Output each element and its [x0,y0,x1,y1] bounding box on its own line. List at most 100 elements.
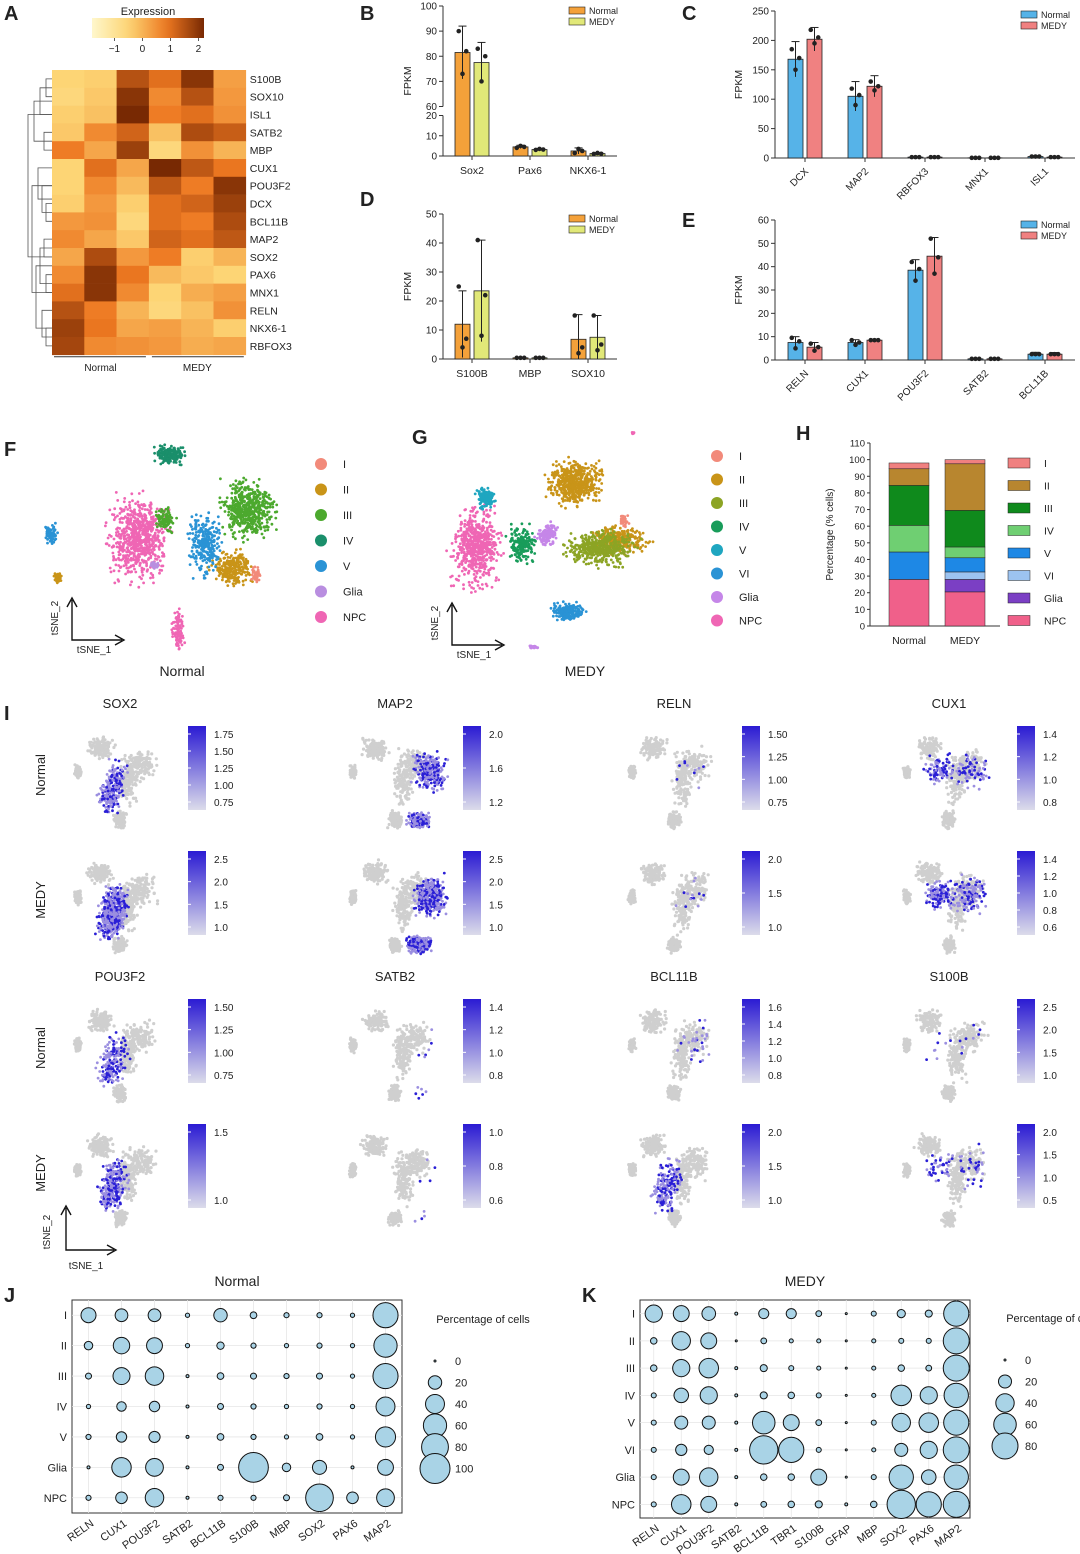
data-point [992,155,997,161]
tsne-legend-label: Glia [343,587,363,599]
tsne-point-npc [124,505,128,509]
heatmap-cell [52,265,85,284]
tsne-point-i [256,568,260,572]
tsne-point-i [253,565,257,569]
tsne-point-npc [110,545,114,549]
tsne-point-iii [231,504,235,507]
tsne-point-npc [459,528,463,532]
data-point [1033,154,1038,159]
bar [866,85,883,159]
data-point [872,88,877,93]
tsne-point-npc [489,550,493,554]
tsne-point-iii [588,556,592,560]
tsne-point-npc [454,577,458,581]
tsne-point-v [211,521,215,525]
tsne-point-npc [487,573,491,577]
tsne-point-iii [247,503,251,507]
tsne-point-iv [170,444,173,448]
y-tick-label: 50 [758,239,770,250]
tsne-point-ii [244,557,248,561]
data-point [482,53,488,59]
tsne-point-iv [526,555,530,559]
data-point [579,345,585,350]
tsne-point-iii [252,512,255,515]
tsne-point-ii [233,577,237,581]
tsne-point-npc [140,577,143,581]
data-point [928,154,934,160]
heatmap-gene-label: POU3F2 [250,181,291,193]
tsne-point-npc [177,618,181,621]
tsne-point-iv [166,457,169,461]
tsne-point-glia [533,535,536,539]
tsne-point-glia [538,529,541,532]
tsne-point-iv [510,527,513,531]
tsne-point-v [48,532,52,535]
data-point [995,356,1001,362]
tsne-point-npc [160,527,164,531]
tsne-point-npc [183,641,187,645]
tsne-point-v [202,534,206,538]
tsne-point-i [257,573,261,577]
heatmap-cell [84,70,117,89]
data-point [475,46,481,52]
heatmap-cell [148,212,182,231]
tsne-point-ii [594,478,598,482]
tsne-point-iii [254,515,258,519]
tsne-point-v [54,521,57,525]
tsne-point-npc [132,515,135,519]
tsne-point-npc [157,539,161,542]
tsne-point-iii [253,507,257,511]
data-point [935,154,941,160]
tsne-point-v [46,541,49,545]
heatmap-cell [116,105,150,124]
tsne-point-npc [479,576,482,579]
tsne-point-iii [595,563,598,567]
data-point [479,79,484,84]
tsne-point-npc [490,537,493,541]
tsne-point-v [210,536,214,539]
tsne-point-npc [452,549,456,552]
heatmap-cell [116,337,150,356]
heatmap-cell [148,337,182,356]
panel-letter-h: H [796,423,810,445]
tsne-point-iv [518,556,522,560]
tsne-point-glia [541,543,545,546]
tsne-point-iii [259,527,263,531]
tsne-point-vi [549,606,553,610]
tsne-point-npc [132,558,136,562]
tsne-point-iii [609,543,613,547]
tsne-point-npc [485,508,488,512]
data-point [1048,154,1054,160]
tsne-point-npc [148,509,152,512]
tsne-point-iii [598,534,602,537]
tsne-point-npc [467,580,471,584]
data-point [808,27,814,33]
tsne-point-npc [158,568,162,572]
panel-letter-c: C [682,3,696,25]
tsne-point-v [197,523,201,527]
tsne-point-iii [616,543,620,546]
tsne-point-iii [261,493,265,496]
heatmap-cell [181,301,214,320]
tsne-point-ii [207,568,211,572]
tsne-point-npc [152,541,155,545]
tsne-point-npc [159,542,163,546]
tsne-point-ii [572,476,576,480]
tsne-point-npc [463,536,466,540]
tsne-point-npc [117,569,121,573]
x-tick-label: Sox2 [460,165,484,177]
tsne-point-npc [462,550,466,554]
tsne-point-npc [474,546,478,550]
tsne-point-ii [557,463,561,466]
tsne-point-npc [473,578,477,582]
tsne-point-ii [556,480,560,483]
tsne-point-iv [516,527,519,531]
y-tick-label: 70 [426,77,438,88]
data-point [849,86,855,91]
tsne-point-ii [635,529,639,533]
tsne-point-iii [238,510,242,513]
tsne-point-iv [510,545,514,549]
tsne-point-npc [120,521,124,524]
tsne-point-ii [626,529,630,532]
tsne-title: Normal [159,663,204,679]
